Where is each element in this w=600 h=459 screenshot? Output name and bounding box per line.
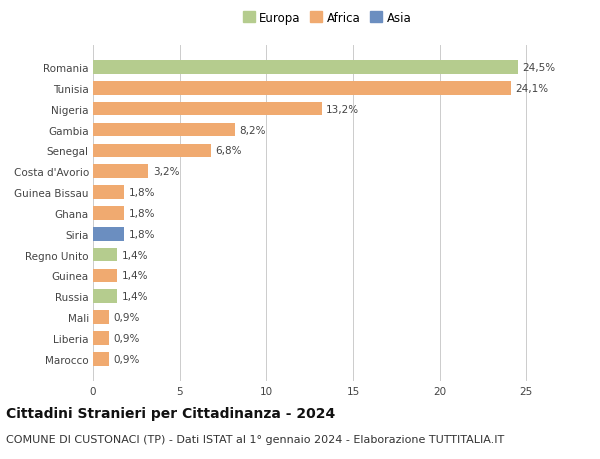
- Bar: [93, 331, 109, 345]
- Bar: [93, 207, 124, 220]
- Bar: [93, 352, 109, 366]
- Text: 1,8%: 1,8%: [128, 188, 155, 198]
- Bar: [93, 61, 518, 75]
- Text: 24,5%: 24,5%: [522, 63, 555, 73]
- Legend: Europa, Africa, Asia: Europa, Africa, Asia: [239, 8, 415, 28]
- Bar: [93, 311, 109, 324]
- Text: 1,4%: 1,4%: [122, 291, 148, 302]
- Text: 8,2%: 8,2%: [239, 125, 266, 135]
- Text: 1,8%: 1,8%: [128, 208, 155, 218]
- Bar: [93, 123, 235, 137]
- Bar: [93, 269, 117, 283]
- Bar: [93, 228, 124, 241]
- Text: 6,8%: 6,8%: [215, 146, 242, 156]
- Text: 0,9%: 0,9%: [113, 354, 139, 364]
- Text: 1,8%: 1,8%: [128, 229, 155, 239]
- Bar: [93, 103, 322, 116]
- Bar: [93, 82, 511, 95]
- Text: 1,4%: 1,4%: [122, 271, 148, 281]
- Bar: [93, 186, 124, 199]
- Text: 0,9%: 0,9%: [113, 333, 139, 343]
- Bar: [93, 290, 117, 303]
- Bar: [93, 248, 117, 262]
- Text: COMUNE DI CUSTONACI (TP) - Dati ISTAT al 1° gennaio 2024 - Elaborazione TUTTITAL: COMUNE DI CUSTONACI (TP) - Dati ISTAT al…: [6, 434, 504, 444]
- Text: Cittadini Stranieri per Cittadinanza - 2024: Cittadini Stranieri per Cittadinanza - 2…: [6, 406, 335, 420]
- Text: 3,2%: 3,2%: [153, 167, 179, 177]
- Text: 0,9%: 0,9%: [113, 313, 139, 322]
- Text: 24,1%: 24,1%: [515, 84, 548, 94]
- Text: 13,2%: 13,2%: [326, 105, 359, 114]
- Bar: [93, 144, 211, 158]
- Text: 1,4%: 1,4%: [122, 250, 148, 260]
- Bar: [93, 165, 148, 179]
